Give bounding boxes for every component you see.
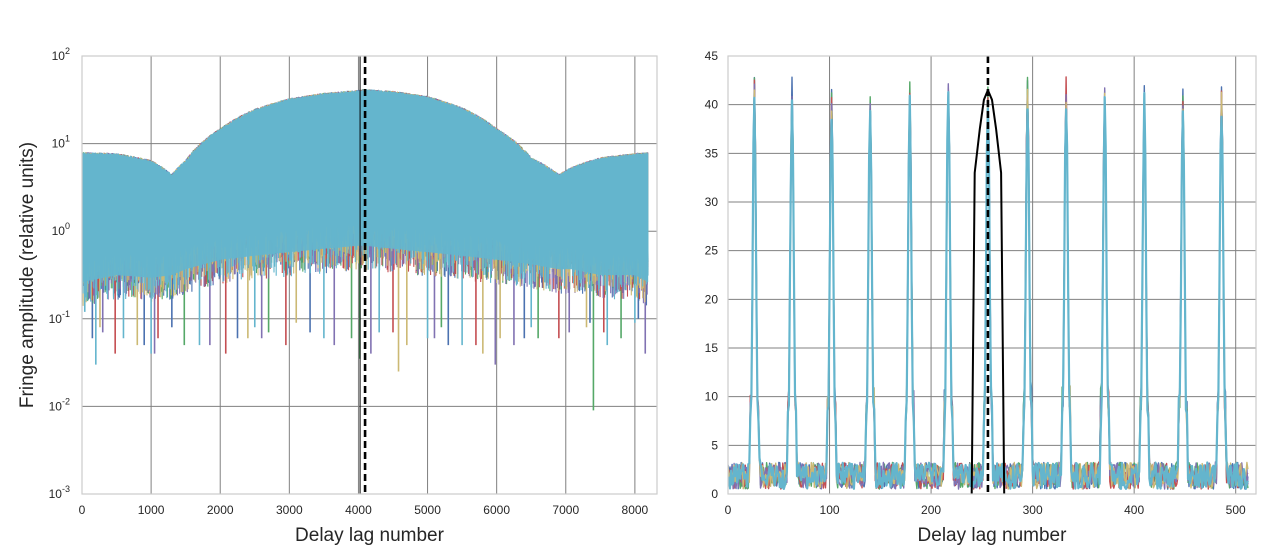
x-tick-label: 8000 (622, 503, 649, 517)
plot-frame (727, 55, 1257, 495)
y-tick-label: 25 (705, 244, 719, 258)
x-axis-label: Delay lag number (295, 525, 445, 546)
y-tick-label: 10 (705, 390, 719, 404)
y-axis-label: Fringe amplitude (relative units) (17, 142, 38, 408)
left-chart: 0 1000 2000 3000 4000 5000 6000 7000 8000 10-3 10-… (17, 46, 658, 546)
x-tick-label: 7000 (552, 503, 579, 517)
x-tick-label: 500 (1226, 503, 1246, 517)
series-group (82, 89, 649, 411)
y-tick-label: 102 (52, 46, 70, 63)
y-tick-label: 10-3 (49, 484, 70, 501)
x-tick-label: 400 (1124, 503, 1144, 517)
y-tick-label: 0 (711, 487, 718, 501)
x-tick-label: 3000 (276, 503, 303, 517)
series-density (82, 90, 649, 283)
x-tick-label: 0 (79, 503, 86, 517)
y-tick-label: 35 (705, 146, 719, 160)
x-tick-label: 4000 (345, 503, 372, 517)
y-tick-label: 101 (52, 134, 70, 151)
y-tick-label: 15 (705, 341, 719, 355)
x-axis-label: Delay lag number (918, 525, 1068, 546)
y-tick-label: 30 (705, 195, 719, 209)
y-tick-label: 40 (705, 98, 719, 112)
y-tick-label: 5 (711, 438, 718, 452)
x-tick-label: 0 (725, 503, 732, 517)
y-tick-label: 20 (705, 292, 719, 306)
x-tick-label: 6000 (483, 503, 510, 517)
y-tick-label: 100 (52, 221, 70, 238)
x-tick-label: 5000 (414, 503, 441, 517)
y-tick-label: 10-1 (49, 309, 70, 326)
series-line (728, 90, 1249, 490)
x-tick-label: 300 (1023, 503, 1043, 517)
x-tick-label: 1000 (138, 503, 165, 517)
x-tick-label: 100 (820, 503, 840, 517)
y-tick-label: 45 (705, 49, 719, 63)
x-tick-label: 200 (921, 503, 941, 517)
plot-frame (81, 55, 658, 495)
y-tick-label: 10-2 (49, 396, 70, 413)
x-tick-label: 2000 (207, 503, 234, 517)
right-chart: 0 100 200 300 400 500 0 5 10 15 20 25 30 35 40 45 Delay … (705, 49, 1257, 546)
